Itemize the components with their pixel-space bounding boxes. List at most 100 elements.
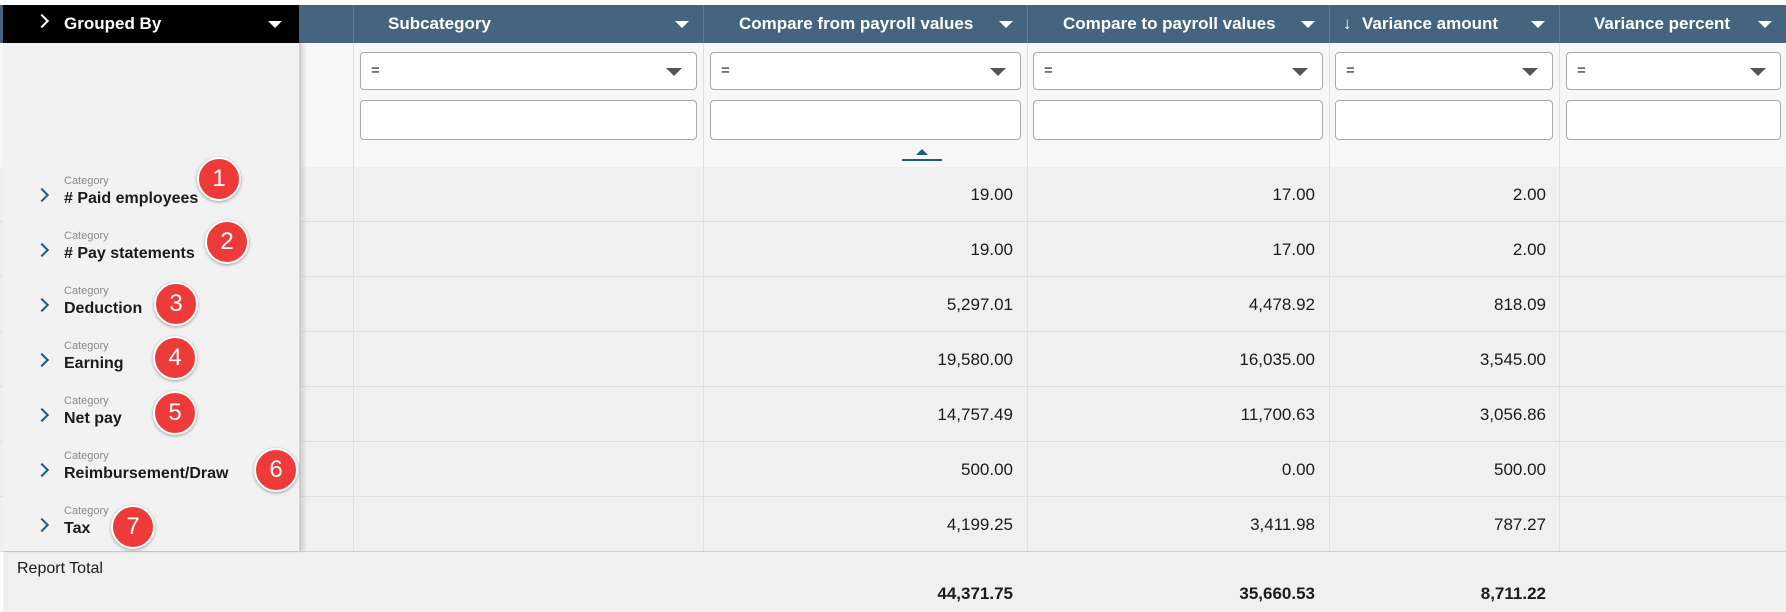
table-row[interactable] bbox=[0, 387, 1786, 442]
variance-amount-operator-select[interactable]: = bbox=[1335, 52, 1553, 90]
compare-to-filter-input[interactable] bbox=[1033, 100, 1323, 140]
operator-value: = bbox=[1577, 62, 1586, 79]
column-header-label: Variance percent bbox=[1594, 14, 1731, 33]
subcategory-operator-select[interactable]: = bbox=[360, 52, 697, 90]
variance-percent-filter-input[interactable] bbox=[1566, 100, 1781, 140]
column-header-label: Subcategory bbox=[388, 14, 491, 33]
annotation-badge: 1 bbox=[197, 157, 241, 201]
table-row[interactable] bbox=[0, 222, 1786, 277]
column-divider bbox=[1027, 43, 1028, 551]
expand-chevron-icon[interactable] bbox=[34, 462, 50, 478]
column-menu-icon[interactable] bbox=[675, 21, 689, 28]
column-menu-icon[interactable] bbox=[999, 21, 1013, 28]
column-menu-icon[interactable] bbox=[1301, 21, 1315, 28]
group-row-tax[interactable]: Category Tax bbox=[3, 497, 299, 552]
variance-percent-operator-select[interactable]: = bbox=[1566, 52, 1781, 90]
compare-from-filter-input[interactable] bbox=[710, 100, 1021, 140]
category-name: # Paid employees bbox=[64, 190, 199, 207]
column-header-variance-amount[interactable]: ↓ Variance amount bbox=[1329, 5, 1559, 43]
category-name: Tax bbox=[64, 520, 91, 537]
compare-from-value: 19.00 bbox=[970, 185, 1013, 204]
group-row-reimbursement-draw[interactable]: Category Reimbursement/Draw bbox=[3, 442, 299, 497]
expand-chevron-icon[interactable] bbox=[34, 242, 50, 258]
variance-amount-value: 818.09 bbox=[1494, 295, 1546, 314]
column-header-label: Variance amount bbox=[1362, 14, 1499, 33]
subcategory-filter-input[interactable] bbox=[360, 100, 697, 140]
variance-amount-value: 787.27 bbox=[1494, 515, 1546, 534]
operator-value: = bbox=[1346, 62, 1355, 79]
compare-to-value: 3,411.98 bbox=[1250, 515, 1315, 534]
group-row-deduction[interactable]: Category Deduction bbox=[3, 277, 299, 332]
compare-from-operator-select[interactable]: = bbox=[710, 52, 1021, 90]
category-caption: Category bbox=[64, 230, 109, 242]
table-row[interactable] bbox=[0, 332, 1786, 387]
compare-to-value: 16,035.00 bbox=[1239, 350, 1315, 369]
compare-to-value: 11,700.63 bbox=[1240, 405, 1315, 424]
grouped-by-header[interactable]: Grouped By bbox=[3, 5, 299, 43]
caret-up-icon bbox=[916, 149, 928, 155]
compare-to-operator-select[interactable]: = bbox=[1033, 52, 1323, 90]
operator-value: = bbox=[371, 62, 380, 79]
category-name: # Pay statements bbox=[64, 245, 195, 262]
column-divider bbox=[703, 43, 704, 551]
sort-descending-icon: ↓ bbox=[1343, 14, 1352, 33]
expand-chevron-icon[interactable] bbox=[34, 517, 50, 533]
operator-value: = bbox=[721, 62, 730, 79]
category-caption: Category bbox=[64, 395, 109, 407]
chevron-down-icon[interactable] bbox=[1292, 68, 1308, 76]
column-divider bbox=[1329, 43, 1330, 551]
category-name: Reimbursement/Draw bbox=[64, 465, 229, 482]
grouped-by-label: Grouped By bbox=[64, 14, 162, 33]
compare-to-value: 4,478.92 bbox=[1248, 295, 1315, 314]
expand-chevron-icon[interactable] bbox=[34, 407, 50, 423]
chevron-down-icon[interactable] bbox=[990, 68, 1006, 76]
column-header-compare-to[interactable]: Compare to payroll values bbox=[1027, 5, 1329, 43]
compare-from-value: 4,199.25 bbox=[946, 515, 1013, 534]
compare-from-value: 14,757.49 bbox=[937, 405, 1013, 424]
category-caption: Category bbox=[64, 175, 109, 187]
variance-amount-value: 500.00 bbox=[1494, 460, 1546, 479]
total-compare-from: 44,371.75 bbox=[937, 584, 1013, 603]
category-name: Earning bbox=[64, 355, 124, 372]
variance-amount-value: 3,545.00 bbox=[1479, 350, 1546, 369]
operator-value: = bbox=[1044, 62, 1053, 79]
variance-amount-value: 3,056.86 bbox=[1479, 405, 1546, 424]
dropdown-caret-icon[interactable] bbox=[268, 21, 282, 28]
category-caption: Category bbox=[64, 340, 109, 352]
table-row[interactable] bbox=[0, 277, 1786, 332]
compare-from-value: 19.00 bbox=[970, 240, 1013, 259]
total-compare-to: 35,660.53 bbox=[1239, 584, 1315, 603]
annotation-badge: 2 bbox=[205, 220, 249, 264]
table-row[interactable] bbox=[0, 167, 1786, 222]
total-variance-amount: 8,711.22 bbox=[1480, 584, 1546, 603]
report-total-row: Report Total 44,371.75 35,660.53 8,711.2… bbox=[3, 551, 1786, 612]
chevron-down-icon[interactable] bbox=[666, 68, 682, 76]
column-menu-icon[interactable] bbox=[1758, 21, 1772, 28]
column-header-label: Compare from payroll values bbox=[739, 14, 974, 33]
expand-chevron-icon[interactable] bbox=[34, 13, 50, 29]
chevron-down-icon[interactable] bbox=[1750, 68, 1766, 76]
group-row-earning[interactable]: Category Earning bbox=[3, 332, 299, 387]
annotation-badge: 6 bbox=[254, 448, 298, 492]
column-header-variance-percent[interactable]: Variance percent bbox=[1559, 5, 1786, 43]
grouped-by-column bbox=[3, 43, 301, 551]
table-row[interactable] bbox=[0, 442, 1786, 497]
column-header-compare-from[interactable]: Compare from payroll values bbox=[703, 5, 1027, 43]
column-header-subcategory[interactable]: Subcategory bbox=[353, 5, 703, 43]
chevron-down-icon[interactable] bbox=[1522, 68, 1538, 76]
filter-collapse-handle[interactable] bbox=[902, 149, 942, 161]
group-row-paid-employees[interactable]: Category # Paid employees bbox=[3, 167, 299, 222]
handle-line bbox=[902, 159, 942, 161]
category-name: Net pay bbox=[64, 410, 122, 427]
column-menu-icon[interactable] bbox=[1531, 21, 1545, 28]
variance-amount-filter-input[interactable] bbox=[1335, 100, 1553, 140]
group-row-net-pay[interactable]: Category Net pay bbox=[3, 387, 299, 442]
group-row-pay-statements[interactable]: Category # Pay statements bbox=[3, 222, 299, 277]
expand-chevron-icon[interactable] bbox=[34, 352, 50, 368]
column-divider bbox=[353, 43, 354, 551]
expand-chevron-icon[interactable] bbox=[34, 187, 50, 203]
expand-chevron-icon[interactable] bbox=[34, 297, 50, 313]
variance-amount-value: 2.00 bbox=[1512, 240, 1546, 259]
category-caption: Category bbox=[64, 450, 109, 462]
